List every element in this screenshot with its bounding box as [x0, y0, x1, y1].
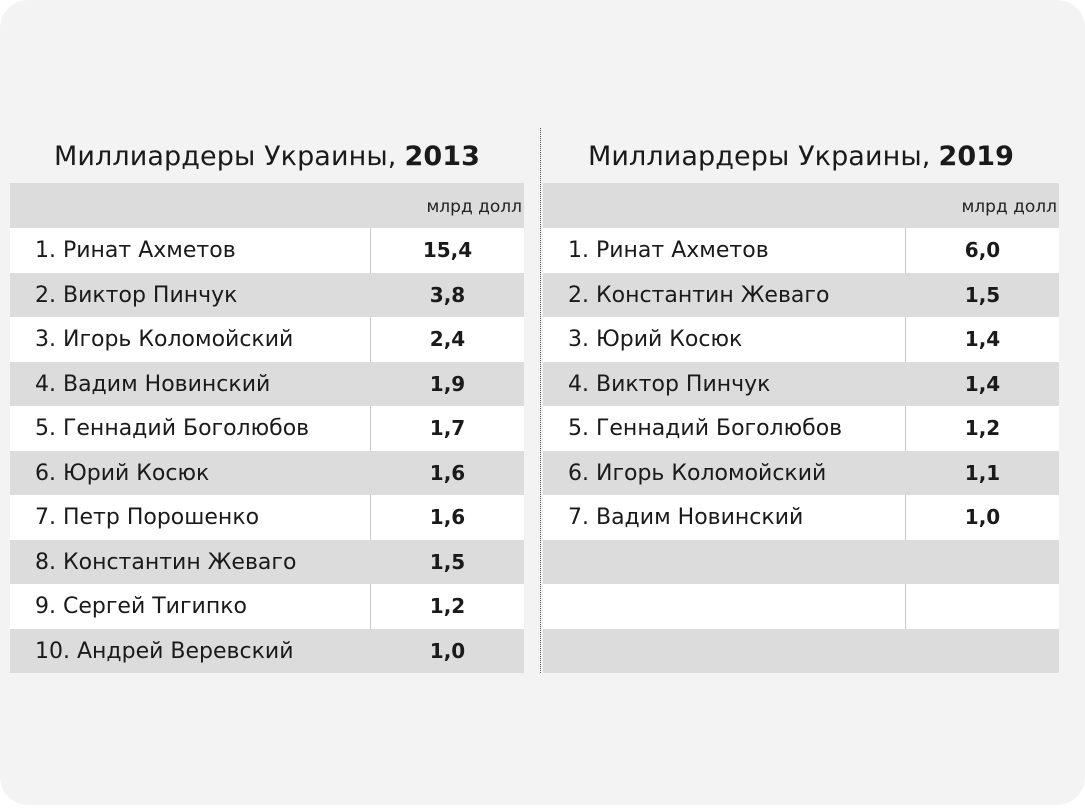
fortune-value: 1,5 — [964, 282, 1001, 307]
table-row — [543, 539, 1059, 585]
billionaire-name: 3. Игорь Коломойский — [35, 327, 294, 352]
fortune-value — [905, 629, 1059, 674]
dotted-divider — [540, 128, 541, 673]
billionaire-name: 2. Константин Жеваго — [568, 282, 830, 308]
billionaire-name: 6. Игорь Коломойский — [568, 460, 827, 486]
table-row: 7. Петр Порошенко 1,6 — [10, 495, 524, 540]
rows: 1. Ринат Ахметов 6,0 2. Константин Жеваго… — [543, 228, 1059, 673]
table-row: 8. Константин Жеваго 1,5 — [10, 539, 524, 584]
fortune-value: 1,5 — [429, 549, 466, 574]
billionaire-name: 4. Вадим Новинский — [35, 371, 271, 397]
billionaire-name: 1. Ринат Ахметов — [35, 238, 236, 263]
rows: 1. Ринат Ахметов 15,4 2. Виктор Пинчук 3,8… — [10, 228, 524, 673]
fortune-value: 1,0 — [905, 495, 1059, 540]
unit-header-row: млрд долл — [10, 183, 524, 228]
billionaire-name: 9. Сергей Тигипко — [35, 594, 247, 619]
table-row: 9. Сергей Тигипко 1,2 — [10, 584, 524, 629]
fortune-value: 6,0 — [905, 228, 1059, 273]
table-row — [543, 628, 1059, 674]
title-year: 2013 — [404, 141, 480, 172]
title-year: 2019 — [938, 141, 1014, 172]
table-row: 3. Игорь Коломойский 2,4 — [10, 317, 524, 362]
unit-header-row: млрд долл — [543, 183, 1059, 228]
billionaire-name: 5. Геннадий Боголюбов — [568, 416, 843, 441]
fortune-value: 1,7 — [370, 406, 524, 451]
billionaire-name: 7. Вадим Новинский — [568, 505, 804, 530]
billionaire-name: 10. Андрей Веревский — [35, 638, 294, 664]
fortune-value — [905, 584, 1059, 629]
billionaire-name — [543, 584, 905, 629]
fortune-value: 1,4 — [964, 371, 1001, 396]
billionaire-name: 6. Юрий Косюк — [35, 460, 210, 486]
fortune-value: 15,4 — [370, 228, 524, 273]
table-row: 6. Игорь Коломойский 1,1 — [543, 450, 1059, 495]
table-row: 5. Геннадий Боголюбов 1,7 — [10, 406, 524, 451]
fortune-value: 1,9 — [429, 371, 466, 396]
billionaire-name: 2. Виктор Пинчук — [35, 282, 238, 308]
fortune-value: 3,8 — [429, 282, 466, 307]
billionaire-name: 3. Юрий Косюк — [568, 327, 743, 352]
billionaire-name: 7. Петр Порошенко — [35, 505, 260, 530]
billionaire-name: 8. Константин Жеваго — [35, 549, 297, 575]
fortune-value: 2,4 — [370, 317, 524, 362]
billionaire-name: 5. Геннадий Боголюбов — [35, 416, 310, 441]
table-row: 5. Геннадий Боголюбов 1,2 — [543, 406, 1059, 451]
billionaire-name — [543, 540, 905, 585]
fortune-value: 1,6 — [429, 460, 466, 485]
billionaire-name: 4. Виктор Пинчук — [568, 371, 771, 397]
title-prefix: Миллиардеры Украины, — [54, 141, 397, 172]
fortune-value: 1,0 — [429, 638, 466, 663]
fortune-value: 1,2 — [905, 406, 1059, 451]
unit-label: млрд долл — [961, 197, 1057, 217]
fortune-value: 1,2 — [370, 584, 524, 629]
table-row: 4. Виктор Пинчук 1,4 — [543, 361, 1059, 406]
table-2013: Миллиардеры Украины, 2013 млрд долл 1. Р… — [10, 130, 524, 673]
table-title: Миллиардеры Украины, 2019 — [543, 130, 1059, 183]
fortune-value: 1,4 — [905, 317, 1059, 362]
table-row: 2. Виктор Пинчук 3,8 — [10, 272, 524, 317]
table-row: 1. Ринат Ахметов 6,0 — [543, 228, 1059, 273]
table-row: 7. Вадим Новинский 1,0 — [543, 495, 1059, 540]
unit-label: млрд долл — [426, 197, 522, 217]
fortune-value — [905, 540, 1059, 585]
table-row: 10. Андрей Веревский 1,0 — [10, 628, 524, 673]
table-2019: Миллиардеры Украины, 2019 млрд долл 1. Р… — [543, 130, 1059, 673]
table-title: Миллиардеры Украины, 2013 — [10, 130, 524, 183]
billionaire-name: 1. Ринат Ахметов — [568, 238, 769, 263]
title-prefix: Миллиардеры Украины, — [588, 141, 931, 172]
billionaire-name — [543, 629, 905, 674]
table-row: 2. Константин Жеваго 1,5 — [543, 272, 1059, 317]
fortune-value: 1,1 — [964, 460, 1001, 485]
table-row: 6. Юрий Косюк 1,6 — [10, 450, 524, 495]
table-row: 3. Юрий Косюк 1,4 — [543, 317, 1059, 362]
table-row — [543, 584, 1059, 629]
table-row: 1. Ринат Ахметов 15,4 — [10, 228, 524, 273]
table-row: 4. Вадим Новинский 1,9 — [10, 361, 524, 406]
fortune-value: 1,6 — [370, 495, 524, 540]
